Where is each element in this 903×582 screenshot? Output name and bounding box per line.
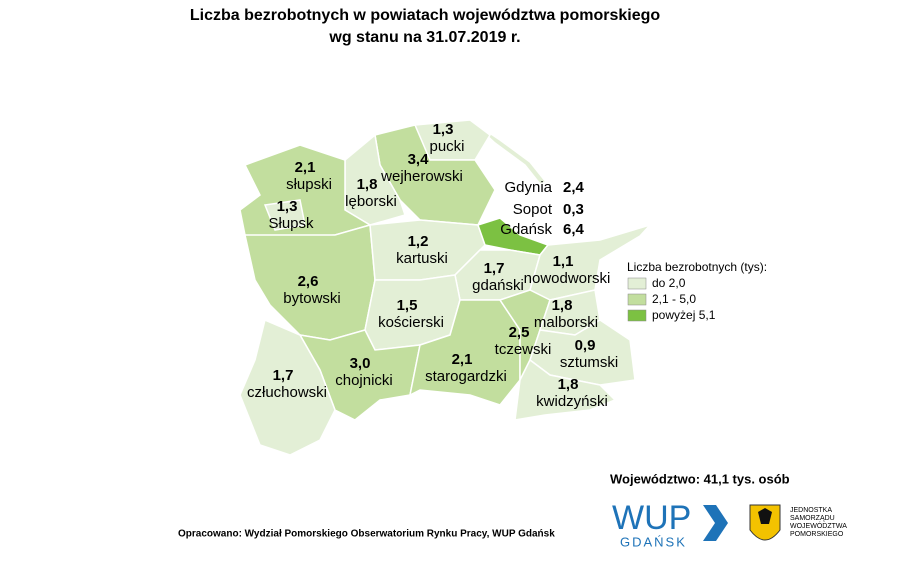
region-value: 1,8 [552,297,573,314]
legend-label: powyżej 5,1 [652,308,716,322]
city-value: 2,4 [563,179,585,196]
city-name: Gdańsk [500,221,552,238]
subtitle: wg stanu na 31.07.2019 r. [328,29,520,46]
crest-griffin [758,508,772,524]
region-value: 3,4 [408,151,430,168]
region-value: 1,8 [558,376,579,393]
region-value: 0,9 [575,337,596,354]
region-name: kartuski [396,250,448,267]
logo2-line: POMORSKIEGO [790,531,844,538]
region [263,199,306,231]
logo2-line: SAMORZĄDU [790,515,835,522]
region-name: kościerski [378,314,444,331]
region-value: 1,3 [277,198,298,215]
region-name: pucki [429,138,464,155]
logo2-line: JEDNOSTKA [790,507,832,514]
region-labels: 1,3pucki3,4wejherowski1,8lęborski2,1słup… [247,121,618,410]
region-value: 1,1 [553,253,574,270]
region-name: sztumski [560,354,618,371]
logo-sub: GDAŃSK [620,534,687,549]
map [239,119,653,456]
legend-title: Liczba bezrobotnych (tys): [627,260,767,274]
city-name: Sopot [513,201,553,218]
region-name: gdański [472,277,524,294]
wup-logo: WUP GDAŃSK [612,499,728,549]
region-name: bytowski [283,290,341,307]
legend-swatch [627,277,647,290]
city-labels: Gdynia 2,4 Sopot 0,3 Gdańsk 6,4 [500,179,584,238]
region-name: człuchowski [247,384,327,401]
title: Liczba bezrobotnych w powiatach wojewódz… [190,7,661,24]
region-name: kwidzyński [536,393,608,410]
logo2-line: WOJEWÓDZTWA [790,521,847,530]
region-value: 1,2 [408,233,429,250]
region-name: Słupsk [268,215,314,232]
city-value: 6,4 [563,221,585,238]
region-value: 2,1 [295,159,316,176]
region-name: tczewski [495,341,552,358]
legend-label: do 2,0 [652,276,686,290]
region-name: wejherowski [380,168,463,185]
region [514,358,617,421]
legend-swatch [627,293,647,306]
region-name: starogardzki [425,368,507,385]
crest [749,504,781,541]
region-name: chojnicki [335,372,393,389]
region-value: 2,5 [509,324,530,341]
region-value: 3,0 [350,355,371,372]
legend: Liczba bezrobotnych (tys): do 2,0 2,1 - 5… [627,260,767,322]
region-value: 1,3 [433,121,454,138]
legend-label: 2,1 - 5,0 [652,292,696,306]
region-name: słupski [286,176,332,193]
logo-text: WUP [612,499,691,537]
region-value: 1,8 [357,176,378,193]
legend-swatch [627,309,647,322]
region-name: lęborski [345,193,397,210]
region-name: malborski [534,314,598,331]
region-value: 1,7 [273,367,294,384]
region [239,318,336,456]
region-value: 1,5 [397,297,418,314]
total: Województwo: 41,1 tys. osób [610,471,790,486]
region-value: 1,7 [484,260,505,277]
logo-arrow [703,505,728,541]
city-name: Gdynia [504,179,552,196]
city-value: 0,3 [563,201,584,218]
region-name: nowodworski [524,270,611,287]
region-value: 2,1 [452,351,473,368]
region-value: 2,6 [298,273,319,290]
source: Opracowano: Wydział Pomorskiego Obserwat… [178,529,555,540]
